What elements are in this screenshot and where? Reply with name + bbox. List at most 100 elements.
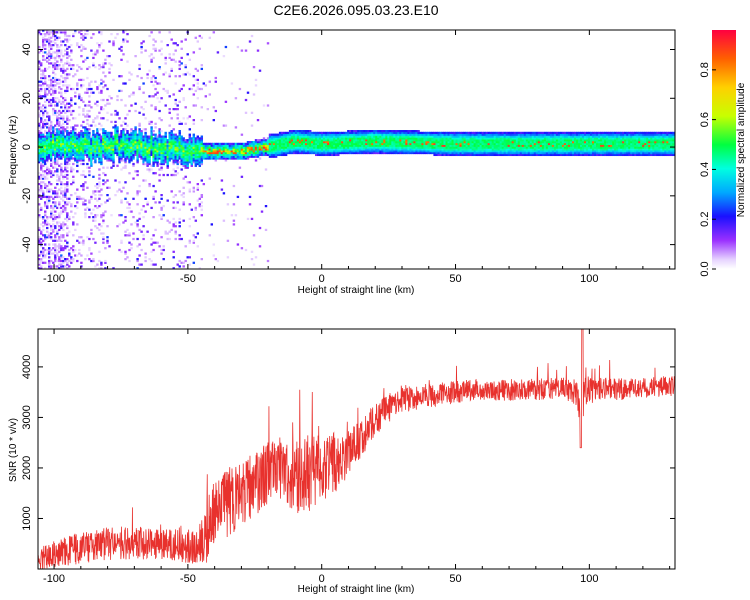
spectrogram-cell bbox=[379, 131, 382, 135]
spectrogram-cell bbox=[70, 205, 73, 208]
spectrogram-cell bbox=[170, 133, 173, 136]
spectrogram-cell bbox=[228, 155, 232, 158]
spectrogram-cell bbox=[220, 148, 224, 151]
spectrogram-cell bbox=[44, 82, 47, 85]
spectrogram-cell bbox=[292, 135, 296, 138]
spectrogram-cell bbox=[194, 161, 198, 164]
spectrogram-cell bbox=[62, 131, 65, 135]
spectrogram-cell bbox=[128, 241, 131, 244]
spectrogram-cell bbox=[98, 205, 101, 208]
spectrogram-cell bbox=[451, 148, 454, 151]
spectrogram-cell bbox=[399, 130, 402, 133]
spectrogram-cell bbox=[88, 247, 91, 250]
spectrogram-cell bbox=[441, 131, 444, 135]
spectrogram-cell bbox=[280, 146, 284, 149]
spectrogram-cell bbox=[62, 248, 65, 252]
spectrogram-cell bbox=[54, 42, 57, 45]
spectrogram-cell bbox=[192, 139, 196, 142]
spectrogram-cell bbox=[383, 131, 386, 135]
spectrogram-cell bbox=[100, 108, 103, 111]
spectrogram-cell bbox=[146, 151, 149, 155]
spectrogram-cell bbox=[98, 177, 101, 180]
spectrogram-cell bbox=[234, 97, 238, 100]
spectrogram-cell bbox=[54, 135, 57, 138]
spectrogram-cell bbox=[58, 201, 61, 204]
spectrogram-cell bbox=[116, 155, 119, 158]
spectrogram-cell bbox=[220, 155, 224, 158]
spectrogram-cell bbox=[307, 135, 310, 138]
spectrogram-cell bbox=[160, 144, 163, 147]
spectrogram-cell bbox=[403, 146, 406, 149]
spectrogram-cell bbox=[467, 131, 471, 135]
spectrogram-cell bbox=[507, 151, 511, 155]
spectrogram-cell bbox=[122, 166, 125, 169]
spectrogram-cell bbox=[48, 51, 51, 54]
spectrogram-cell bbox=[46, 159, 49, 162]
spectrogram-cell bbox=[48, 42, 51, 45]
spectrogram-cell bbox=[160, 236, 163, 239]
spectrogram-cell bbox=[387, 135, 390, 138]
spectrogram-cell bbox=[88, 141, 91, 144]
spectrogram-cell bbox=[353, 135, 356, 138]
spectrogram-cell bbox=[74, 150, 77, 153]
spectrogram-cell bbox=[42, 141, 45, 144]
spectrogram-cell bbox=[132, 216, 135, 219]
spectrogram-cell bbox=[299, 137, 302, 140]
spectrogram-cell bbox=[152, 133, 155, 136]
spectrogram-cell bbox=[106, 148, 109, 151]
spectrogram-cell bbox=[321, 151, 324, 155]
spectrogram-cell bbox=[162, 245, 165, 248]
spectrogram-cell bbox=[56, 31, 59, 34]
spectrogram-cell bbox=[72, 168, 75, 171]
spectrogram-cell bbox=[461, 137, 465, 140]
spectrogram-cell bbox=[180, 159, 183, 162]
spectrogram-cell bbox=[305, 142, 308, 146]
spectrogram-cell bbox=[136, 190, 139, 193]
spectrogram-cell bbox=[457, 146, 460, 149]
spectrogram-cell bbox=[196, 157, 200, 160]
spectrogram-cell bbox=[66, 263, 69, 266]
spectrogram-cell bbox=[214, 153, 218, 157]
spectrogram-cell bbox=[192, 261, 196, 264]
spectrogram-cell bbox=[40, 84, 43, 87]
spectrogram-cell bbox=[102, 135, 105, 138]
spectrogram-cell bbox=[325, 139, 328, 142]
spectrogram-cell bbox=[349, 144, 352, 147]
spectrogram-cell bbox=[48, 137, 51, 140]
spectrogram-cell bbox=[60, 133, 63, 136]
spectrogram-cell bbox=[44, 177, 47, 180]
spectrogram-cell bbox=[399, 141, 402, 144]
spectrogram-cell bbox=[156, 157, 159, 160]
spectrogram-cell bbox=[88, 199, 91, 202]
spectrogram-cell bbox=[80, 144, 83, 147]
spectrogram-cell bbox=[357, 141, 360, 144]
spectrogram-cell bbox=[52, 166, 55, 169]
spectrogram-cell bbox=[98, 183, 101, 186]
spectrogram-cell bbox=[110, 113, 113, 116]
spectrogram-cell bbox=[509, 141, 513, 144]
spectrogram-cell bbox=[132, 137, 135, 140]
spectrogram-cell bbox=[94, 194, 97, 197]
spectrogram-cell bbox=[62, 153, 65, 157]
spectrogram-cell bbox=[120, 141, 123, 144]
spectrogram-cell bbox=[50, 210, 53, 213]
spectrogram-cell bbox=[88, 104, 91, 107]
spectrogram-cell bbox=[112, 135, 115, 138]
spectrogram-cell bbox=[40, 162, 43, 166]
spectrogram-cell bbox=[391, 133, 394, 136]
spectrogram-cell bbox=[242, 150, 246, 153]
spectrogram-cell bbox=[182, 159, 185, 162]
spectrogram-cell bbox=[238, 151, 242, 155]
spectrogram-cell bbox=[313, 139, 316, 142]
spectrogram-cell bbox=[38, 80, 41, 83]
spectrogram-cell bbox=[94, 148, 97, 151]
spectrogram-cell bbox=[94, 142, 97, 146]
spectrogram-cell bbox=[228, 142, 232, 146]
spectrogram-cell bbox=[134, 135, 137, 138]
spectrogram-cell bbox=[184, 73, 187, 76]
spectrogram-cell bbox=[453, 150, 456, 153]
spectrogram-cell bbox=[80, 148, 83, 151]
spectrogram-cell bbox=[46, 141, 49, 144]
spectrogram-cell bbox=[373, 150, 376, 153]
spectrogram-cell bbox=[339, 131, 342, 135]
